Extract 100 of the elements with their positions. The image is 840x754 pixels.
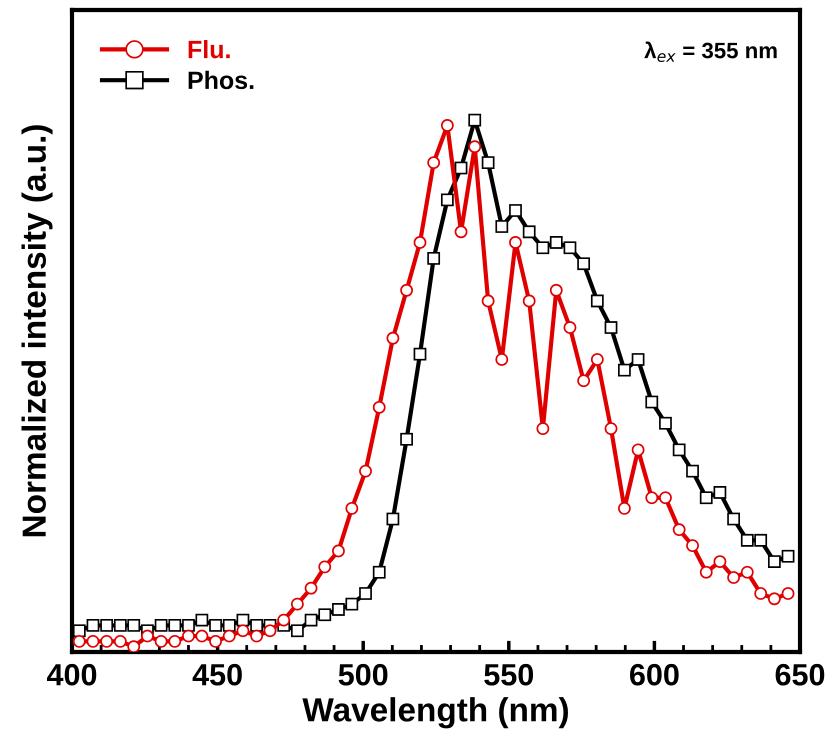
- text: λ$_{ex}$ = 355 nm: [644, 41, 777, 62]
- point: [440, 193, 454, 206]
- point: [482, 294, 495, 308]
- point: [100, 634, 114, 648]
- point: [427, 156, 440, 170]
- point: [454, 162, 468, 174]
- point: [345, 502, 358, 515]
- point: [250, 630, 264, 642]
- point: [645, 396, 658, 408]
- point: [318, 560, 332, 574]
- point: [236, 614, 250, 626]
- x-tick-label: 450: [192, 664, 242, 686]
- point: [686, 464, 699, 478]
- point: [577, 374, 590, 388]
- point: [740, 534, 754, 547]
- point: [577, 257, 590, 270]
- point: [700, 491, 713, 504]
- point: [740, 566, 754, 579]
- point: [754, 587, 768, 600]
- point: [154, 619, 168, 632]
- point: [495, 353, 508, 366]
- point: [659, 491, 672, 504]
- point: [782, 587, 794, 600]
- point: [550, 236, 563, 249]
- point: [590, 294, 604, 308]
- point: [700, 566, 713, 579]
- point: [127, 619, 140, 632]
- point: [768, 555, 781, 568]
- point: [440, 119, 454, 132]
- legend-label: Phos.: [188, 70, 254, 90]
- point: [509, 236, 522, 249]
- point: [304, 614, 318, 626]
- point: [250, 619, 264, 632]
- point: [100, 619, 114, 632]
- point: [209, 619, 222, 632]
- point: [564, 321, 576, 334]
- x-tick-label: 400: [46, 664, 96, 686]
- point: [618, 502, 631, 515]
- point: [291, 598, 304, 611]
- point: [400, 284, 413, 297]
- point: [168, 619, 182, 632]
- point: [414, 348, 426, 361]
- point: [154, 634, 168, 648]
- point: [182, 619, 195, 632]
- point: [359, 587, 372, 600]
- point: [509, 204, 522, 217]
- x-tick-label: 550: [484, 664, 534, 686]
- point: [291, 624, 304, 638]
- point: [495, 220, 508, 233]
- point: [386, 332, 400, 345]
- point: [468, 114, 482, 126]
- y-axis-title: Normalized intensity (a.u.): [21, 125, 53, 536]
- point: [182, 630, 195, 642]
- point: [632, 443, 644, 456]
- point: [482, 156, 495, 170]
- point: [632, 353, 644, 366]
- point: [195, 614, 208, 626]
- point: [672, 443, 686, 456]
- point: [714, 555, 726, 568]
- point: [386, 512, 400, 526]
- point: [468, 140, 482, 154]
- point: [372, 566, 386, 579]
- point: [645, 491, 658, 504]
- point: [209, 634, 222, 648]
- point: [318, 608, 332, 622]
- point: [372, 400, 386, 414]
- x-tick-label: 500: [338, 664, 388, 686]
- point: [345, 598, 358, 611]
- point: [604, 321, 618, 334]
- point: [127, 640, 140, 652]
- point: [672, 523, 686, 536]
- point: [400, 432, 413, 446]
- point: [304, 582, 318, 595]
- point: [618, 364, 631, 376]
- point: [86, 634, 100, 648]
- point: [782, 550, 794, 563]
- point: [550, 284, 563, 297]
- point: [604, 422, 618, 435]
- point: [659, 416, 672, 430]
- point: [332, 544, 345, 558]
- point: [222, 619, 236, 632]
- point: [277, 614, 290, 626]
- point: [195, 630, 208, 642]
- x-axis-title: Wavelength (nm): [302, 697, 568, 728]
- point: [454, 225, 468, 238]
- point: [141, 630, 154, 642]
- point: [168, 634, 182, 648]
- point: [754, 534, 768, 547]
- point: [590, 353, 604, 366]
- point: [427, 252, 440, 265]
- point: [536, 422, 550, 435]
- point: [222, 630, 236, 642]
- point: [236, 624, 250, 638]
- point: [72, 634, 86, 648]
- point: [686, 539, 699, 552]
- point: [86, 619, 100, 632]
- point: [536, 241, 550, 254]
- point: [522, 294, 536, 308]
- point: [522, 225, 536, 238]
- point: [727, 571, 740, 584]
